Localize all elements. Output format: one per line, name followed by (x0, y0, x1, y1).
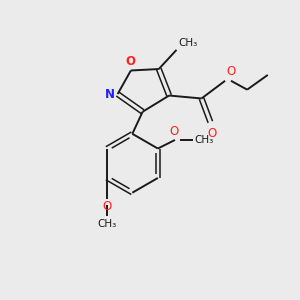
Text: CH₃: CH₃ (194, 135, 213, 145)
Text: O: O (207, 127, 217, 140)
Text: O: O (126, 55, 136, 68)
Text: O: O (226, 65, 236, 78)
Text: O: O (102, 200, 112, 213)
Text: CH₃: CH₃ (178, 38, 197, 48)
Text: N: N (105, 88, 115, 100)
Text: O: O (170, 125, 179, 139)
Text: CH₃: CH₃ (97, 219, 116, 229)
